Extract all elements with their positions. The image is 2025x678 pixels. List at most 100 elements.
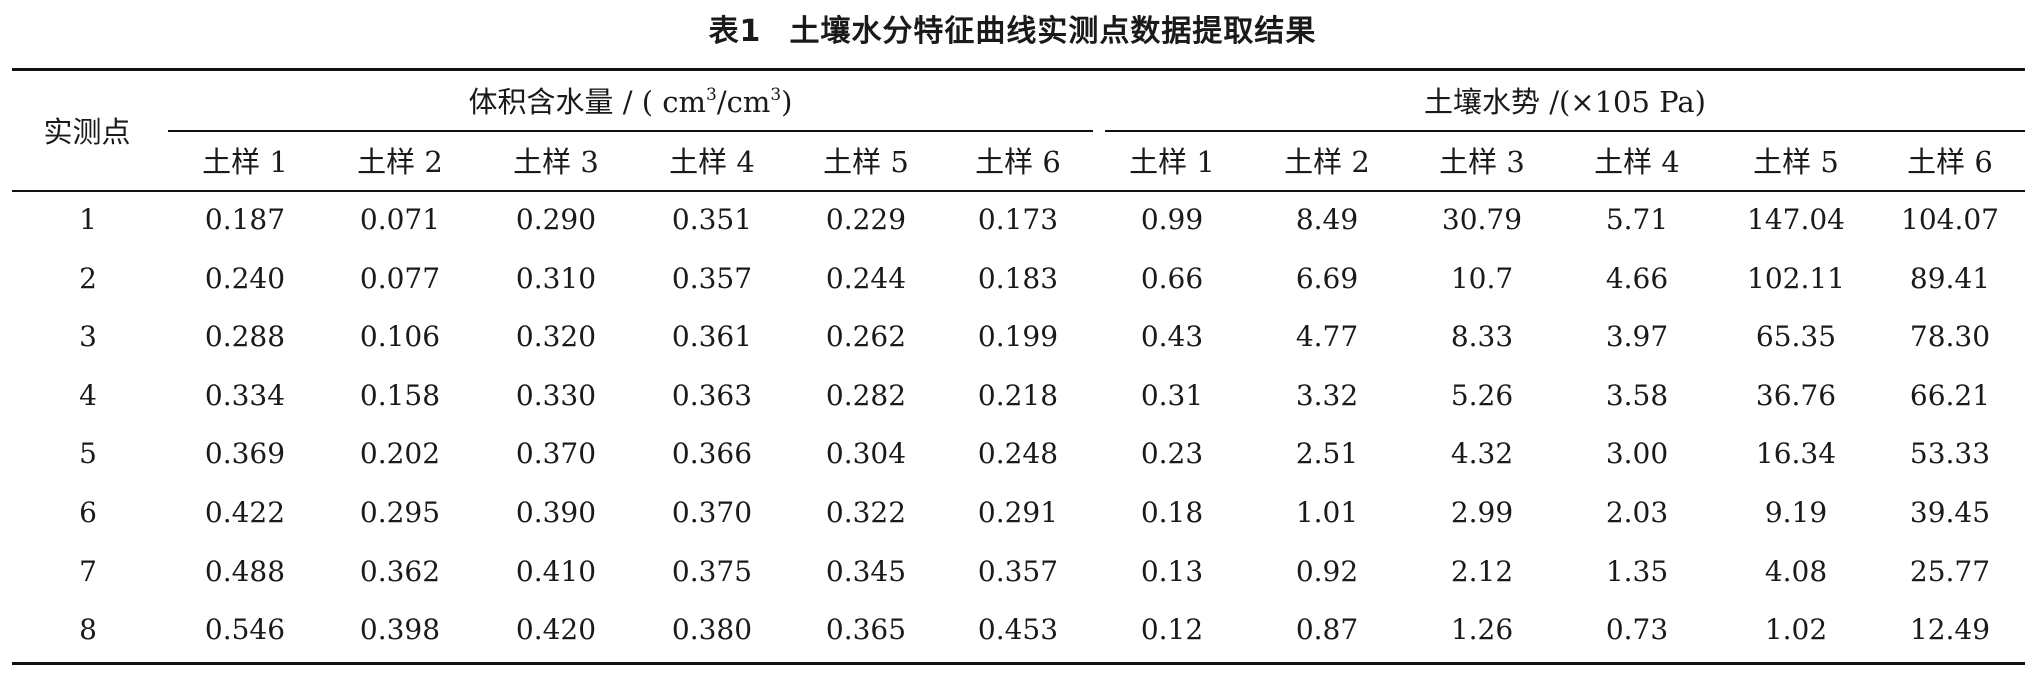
water-potential-cell: 4.08 (1764, 555, 1828, 588)
water-potential-cell: 89.41 (1909, 262, 1991, 295)
water-content-cell: 0.370 (515, 437, 597, 470)
top-rule (12, 68, 2025, 71)
measurement-point-cell: 4 (79, 379, 97, 412)
water-potential-cell: 16.34 (1755, 437, 1837, 470)
water-content-cell: 0.077 (359, 262, 441, 295)
measurement-point-cell: 7 (79, 555, 97, 588)
bottom-rule (12, 662, 2025, 665)
water-potential-cell: 9.19 (1764, 496, 1828, 529)
water-content-group-header: 体积含水量 / ( cm3/cm3) (168, 80, 1093, 124)
water-content-cell: 0.187 (204, 203, 286, 236)
water-potential-cell: 0.18 (1140, 496, 1204, 529)
water-potential-cell: 8.33 (1450, 320, 1514, 353)
measurement-point-cell: 1 (79, 203, 97, 236)
water-content-unit-suffix: ) (781, 85, 793, 119)
water-potential-cell: 0.23 (1140, 437, 1204, 470)
water-content-cell: 0.370 (671, 496, 753, 529)
water-potential-cell: 53.33 (1909, 437, 1991, 470)
water-potential-sample-header: 土样 2 (1284, 145, 1370, 179)
water-content-cell: 0.229 (825, 203, 907, 236)
water-content-cell: 0.357 (671, 262, 753, 295)
water-content-cell: 0.334 (204, 379, 286, 412)
row-label-header: 实测点 (43, 115, 131, 149)
water-potential-cell: 25.77 (1909, 555, 1991, 588)
water-potential-cell: 66.21 (1909, 379, 1991, 412)
water-potential-cell: 36.76 (1755, 379, 1837, 412)
water-content-sample-header: 土样 1 (202, 145, 288, 179)
water-potential-cell: 12.49 (1909, 613, 1991, 646)
water-content-cell: 0.218 (977, 379, 1059, 412)
water-content-cell: 0.310 (515, 262, 597, 295)
table-title: 表1 土壤水分特征曲线实测点数据提取结果 (0, 8, 2025, 56)
water-content-cell: 0.071 (359, 203, 441, 236)
water-potential-cell: 2.12 (1450, 555, 1514, 588)
water-potential-sample-header: 土样 6 (1907, 145, 1993, 179)
water-content-cell: 0.345 (825, 555, 907, 588)
water-potential-cell: 30.79 (1441, 203, 1523, 236)
water-potential-cell: 3.58 (1605, 379, 1669, 412)
water-potential-cell: 10.7 (1450, 262, 1514, 295)
water-content-cell: 0.357 (977, 555, 1059, 588)
water-potential-sample-header: 土样 5 (1753, 145, 1839, 179)
water-potential-sample-header: 土样 3 (1439, 145, 1525, 179)
water-potential-cell: 0.12 (1140, 613, 1204, 646)
unit-exponent: 3 (705, 85, 717, 105)
water-content-sample-header: 土样 6 (975, 145, 1061, 179)
water-potential-cell: 102.11 (1747, 262, 1845, 295)
water-potential-cell: 4.77 (1295, 320, 1359, 353)
water-potential-cell: 1.35 (1605, 555, 1669, 588)
water-content-cell: 0.199 (977, 320, 1059, 353)
water-content-cell: 0.453 (977, 613, 1059, 646)
water-potential-cell: 0.99 (1140, 203, 1204, 236)
water-content-cell: 0.546 (204, 613, 286, 646)
water-potential-cell: 2.99 (1450, 496, 1514, 529)
water-content-cell: 0.488 (204, 555, 286, 588)
water-content-cell: 0.365 (825, 613, 907, 646)
water-potential-cell: 5.26 (1450, 379, 1514, 412)
table-number: 表1 (708, 14, 762, 49)
water-potential-cell: 0.31 (1140, 379, 1204, 412)
water-content-cell: 0.322 (825, 496, 907, 529)
measurement-point-cell: 6 (79, 496, 97, 529)
water-potential-cell: 6.69 (1295, 262, 1359, 295)
water-content-cell: 0.244 (825, 262, 907, 295)
water-potential-sample-header: 土样 4 (1594, 145, 1680, 179)
water-potential-cell: 65.35 (1755, 320, 1837, 353)
water-content-cell: 0.288 (204, 320, 286, 353)
table-caption: 土壤水分特征曲线实测点数据提取结果 (789, 14, 1317, 49)
water-content-cell: 0.173 (977, 203, 1059, 236)
water-potential-cell: 2.03 (1605, 496, 1669, 529)
unit-exponent: 3 (770, 85, 782, 105)
water-potential-sample-header: 土样 1 (1129, 145, 1215, 179)
water-potential-cell: 4.32 (1450, 437, 1514, 470)
water-content-cell: 0.422 (204, 496, 286, 529)
water-potential-cell: 5.71 (1605, 203, 1669, 236)
water-content-cell: 0.410 (515, 555, 597, 588)
water-content-cell: 0.363 (671, 379, 753, 412)
water-potential-cell: 147.04 (1747, 203, 1845, 236)
water-content-cell: 0.390 (515, 496, 597, 529)
water-potential-cell: 0.73 (1605, 613, 1669, 646)
water-content-sample-header: 土样 2 (357, 145, 443, 179)
water-content-cell: 0.420 (515, 613, 597, 646)
water-potential-cell: 104.07 (1901, 203, 1999, 236)
measurement-point-cell: 3 (79, 320, 97, 353)
water-potential-cell: 3.32 (1295, 379, 1359, 412)
water-content-cell: 0.240 (204, 262, 286, 295)
water-content-cell: 0.380 (671, 613, 753, 646)
water-content-cell: 0.290 (515, 203, 597, 236)
water-potential-cell: 39.45 (1909, 496, 1991, 529)
water-potential-cell: 3.00 (1605, 437, 1669, 470)
water-potential-cell: 1.02 (1764, 613, 1828, 646)
water-potential-cell: 0.87 (1295, 613, 1359, 646)
water-potential-cell: 1.26 (1450, 613, 1514, 646)
water-content-cell: 0.106 (359, 320, 441, 353)
measurement-point-cell: 8 (79, 613, 97, 646)
water-potential-cell: 0.66 (1140, 262, 1204, 295)
water-content-unit-prefix: 体积含水量 / ( cm (468, 85, 706, 119)
water-potential-cell: 0.43 (1140, 320, 1204, 353)
water-potential-cell: 78.30 (1909, 320, 1991, 353)
water-content-cell: 0.202 (359, 437, 441, 470)
water-potential-cell: 0.92 (1295, 555, 1359, 588)
header-bottom-rule (12, 190, 2025, 192)
